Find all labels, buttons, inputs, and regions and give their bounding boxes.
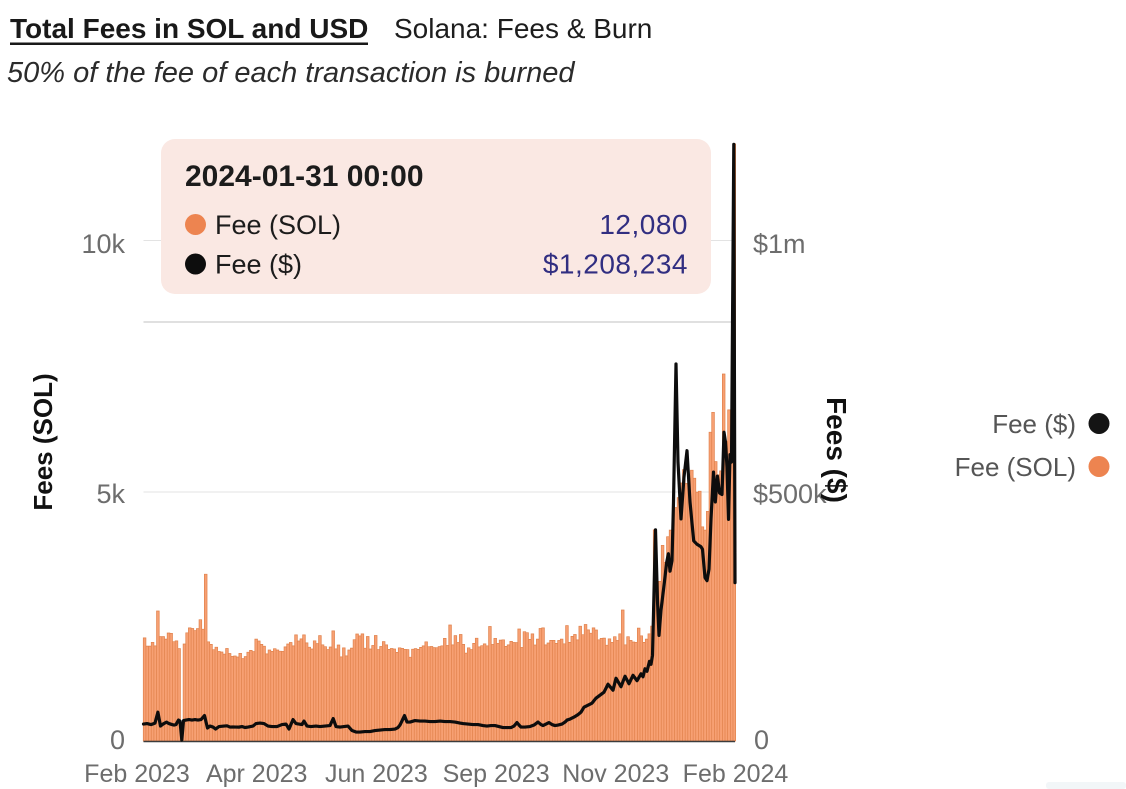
svg-text:2024-01-31 00:00: 2024-01-31 00:00 [185,160,424,193]
svg-text:$1m: $1m [753,229,806,259]
svg-text:0: 0 [754,725,769,755]
svg-text:Fee ($): Fee ($) [215,250,302,280]
svg-text:12,080: 12,080 [599,209,688,240]
svg-text:Sep 2023: Sep 2023 [443,760,550,788]
svg-text:Total Fees in SOL and USD: Total Fees in SOL and USD [10,13,368,44]
svg-text:Feb 2024: Feb 2024 [683,760,789,788]
svg-text:Solana: Fees & Burn: Solana: Fees & Burn [394,13,652,44]
svg-text:Fee ($): Fee ($) [992,409,1076,439]
svg-text:Apr 2023: Apr 2023 [206,760,307,788]
svg-text:Jun 2023: Jun 2023 [325,760,428,788]
svg-text:$1,208,234: $1,208,234 [543,249,688,280]
svg-text:0: 0 [110,725,125,755]
svg-text:Nov 2023: Nov 2023 [562,760,669,788]
svg-text:Fees (SOL): Fees (SOL) [28,373,58,510]
svg-text:Fee (SOL): Fee (SOL) [215,210,341,240]
svg-text:Fee (SOL): Fee (SOL) [955,452,1076,482]
svg-text:Feb 2023: Feb 2023 [84,760,190,788]
svg-text:5k: 5k [96,479,125,509]
svg-text:Fees ($): Fees ($) [821,397,852,503]
svg-text:10k: 10k [81,229,125,259]
svg-text:50% of the fee of each transac: 50% of the fee of each transaction is bu… [7,57,575,89]
svg-text:$500k: $500k [753,479,827,509]
